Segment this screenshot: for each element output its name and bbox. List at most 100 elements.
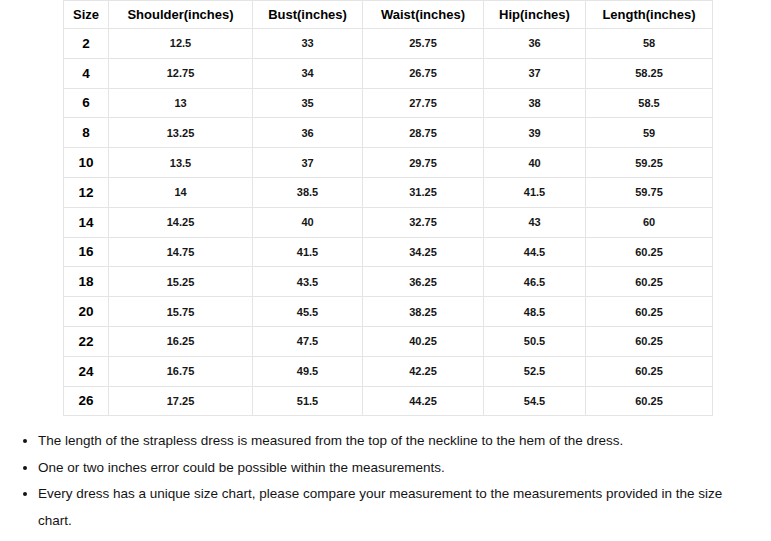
table-cell: 36 <box>484 29 586 59</box>
size-cell: 6 <box>64 88 109 118</box>
header-cell: Size <box>64 1 109 29</box>
header-cell: Bust(inches) <box>253 1 363 29</box>
size-chart-table: SizeShoulder(inches)Bust(inches)Waist(in… <box>63 0 713 416</box>
header-cell: Hip(inches) <box>484 1 586 29</box>
table-cell: 28.75 <box>363 118 484 148</box>
note-item: One or two inches error could be possibl… <box>22 455 757 482</box>
table-cell: 37 <box>253 148 363 178</box>
size-cell: 22 <box>64 326 109 356</box>
table-cell: 60.25 <box>586 297 713 327</box>
header-cell: Shoulder(inches) <box>109 1 253 29</box>
table-cell: 17.25 <box>109 386 253 416</box>
table-cell: 58.25 <box>586 58 713 88</box>
table-cell: 25.75 <box>363 29 484 59</box>
size-cell: 10 <box>64 148 109 178</box>
table-cell: 15.25 <box>109 267 253 297</box>
table-cell: 15.75 <box>109 297 253 327</box>
size-cell: 16 <box>64 237 109 267</box>
table-cell: 60.25 <box>586 237 713 267</box>
header-cell: Length(inches) <box>586 1 713 29</box>
table-cell: 31.25 <box>363 177 484 207</box>
table-cell: 27.75 <box>363 88 484 118</box>
table-cell: 40 <box>484 148 586 178</box>
table-cell: 60.25 <box>586 386 713 416</box>
table-cell: 44.5 <box>484 237 586 267</box>
table-cell: 40.25 <box>363 326 484 356</box>
table-cell: 59.75 <box>586 177 713 207</box>
size-cell: 20 <box>64 297 109 327</box>
table-cell: 29.75 <box>363 148 484 178</box>
bullet-icon <box>23 466 27 470</box>
table-cell: 37 <box>484 58 586 88</box>
table-cell: 59.25 <box>586 148 713 178</box>
table-row: 2015.7545.538.2548.560.25 <box>64 297 713 327</box>
table-cell: 40 <box>253 207 363 237</box>
table-cell: 51.5 <box>253 386 363 416</box>
header-cell: Waist(inches) <box>363 1 484 29</box>
table-cell: 50.5 <box>484 326 586 356</box>
table-row: 1414.254032.754360 <box>64 207 713 237</box>
table-cell: 16.75 <box>109 356 253 386</box>
note-item: The length of the strapless dress is mea… <box>22 428 757 455</box>
table-cell: 60.25 <box>586 356 713 386</box>
table-cell: 13.5 <box>109 148 253 178</box>
table-cell: 38.25 <box>363 297 484 327</box>
table-cell: 14.75 <box>109 237 253 267</box>
table-row: 2416.7549.542.2552.560.25 <box>64 356 713 386</box>
table-cell: 39 <box>484 118 586 148</box>
table-cell: 16.25 <box>109 326 253 356</box>
table-cell: 58 <box>586 29 713 59</box>
table-cell: 47.5 <box>253 326 363 356</box>
size-cell: 12 <box>64 177 109 207</box>
table-cell: 33 <box>253 29 363 59</box>
table-row: 2617.2551.544.2554.560.25 <box>64 386 713 416</box>
table-row: 212.53325.753658 <box>64 29 713 59</box>
bullet-icon <box>23 439 27 443</box>
table-cell: 43.5 <box>253 267 363 297</box>
bullet-icon <box>23 492 27 496</box>
size-cell: 26 <box>64 386 109 416</box>
size-cell: 18 <box>64 267 109 297</box>
table-row: 2216.2547.540.2550.560.25 <box>64 326 713 356</box>
table-row: 6133527.753858.5 <box>64 88 713 118</box>
table-cell: 12.75 <box>109 58 253 88</box>
note-text: One or two inches error could be possibl… <box>38 455 445 482</box>
note-item: Every dress has a unique size chart, ple… <box>22 481 757 541</box>
table-cell: 60.25 <box>586 326 713 356</box>
size-cell: 14 <box>64 207 109 237</box>
note-text: Every dress has a unique size chart, ple… <box>38 481 757 541</box>
table-row: 813.253628.753959 <box>64 118 713 148</box>
table-cell: 34.25 <box>363 237 484 267</box>
note-text: The length of the strapless dress is mea… <box>38 428 623 455</box>
size-cell: 24 <box>64 356 109 386</box>
table-row: 412.753426.753758.25 <box>64 58 713 88</box>
table-cell: 14.25 <box>109 207 253 237</box>
table-cell: 13.25 <box>109 118 253 148</box>
table-cell: 52.5 <box>484 356 586 386</box>
table-row: 1614.7541.534.2544.560.25 <box>64 237 713 267</box>
table-body: 212.53325.753658412.753426.753758.256133… <box>64 29 713 416</box>
table-cell: 36.25 <box>363 267 484 297</box>
table-cell: 45.5 <box>253 297 363 327</box>
table-cell: 54.5 <box>484 386 586 416</box>
table-row: 121438.531.2541.559.75 <box>64 177 713 207</box>
table-cell: 44.25 <box>363 386 484 416</box>
table-cell: 58.5 <box>586 88 713 118</box>
table-row: 1815.2543.536.2546.560.25 <box>64 267 713 297</box>
table-cell: 35 <box>253 88 363 118</box>
table-cell: 12.5 <box>109 29 253 59</box>
size-cell: 4 <box>64 58 109 88</box>
table-cell: 14 <box>109 177 253 207</box>
notes-list: The length of the strapless dress is mea… <box>22 428 757 541</box>
table-row: 1013.53729.754059.25 <box>64 148 713 178</box>
table-cell: 49.5 <box>253 356 363 386</box>
table-cell: 36 <box>253 118 363 148</box>
table-cell: 60 <box>586 207 713 237</box>
table-cell: 38 <box>484 88 586 118</box>
table-cell: 13 <box>109 88 253 118</box>
table-cell: 41.5 <box>484 177 586 207</box>
header-row: SizeShoulder(inches)Bust(inches)Waist(in… <box>64 1 713 29</box>
table-cell: 38.5 <box>253 177 363 207</box>
size-cell: 8 <box>64 118 109 148</box>
table-cell: 59 <box>586 118 713 148</box>
